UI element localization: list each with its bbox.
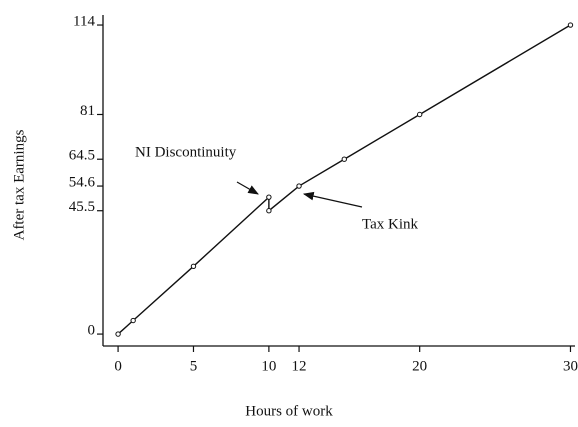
point (341, 156, 347, 162)
point (190, 263, 197, 269)
annotation-arrow (302, 191, 363, 208)
y-tick-label: 45.5 (69, 199, 95, 215)
x-tick-label: 10 (261, 358, 276, 374)
x-tick-label: 30 (563, 358, 578, 374)
y-tick-label: 64.5 (69, 148, 95, 164)
x-tick-label: 20 (412, 358, 427, 374)
y-tick-label: 54.6 (69, 174, 96, 190)
x-tick-label: 0 (114, 358, 122, 374)
point (130, 317, 136, 324)
point (115, 331, 121, 337)
x-tick-label: 5 (190, 358, 198, 374)
point (266, 208, 272, 214)
point (296, 183, 302, 189)
y-tick-label: 0 (88, 323, 96, 339)
annotation: Tax Kink (362, 216, 419, 232)
y-axis-label: After tax Earnings (11, 129, 27, 240)
y-tick-label: 114 (73, 13, 95, 29)
point (567, 22, 574, 28)
x-axis-label: Hours of work (245, 403, 333, 419)
annotation: NI Discontinuity (135, 144, 237, 160)
annotation-arrow (236, 181, 259, 195)
x-tick-label: 12 (292, 358, 307, 374)
line (117, 24, 571, 335)
y-tick-label: 81 (80, 103, 95, 119)
point (266, 194, 272, 200)
point (416, 111, 423, 118)
